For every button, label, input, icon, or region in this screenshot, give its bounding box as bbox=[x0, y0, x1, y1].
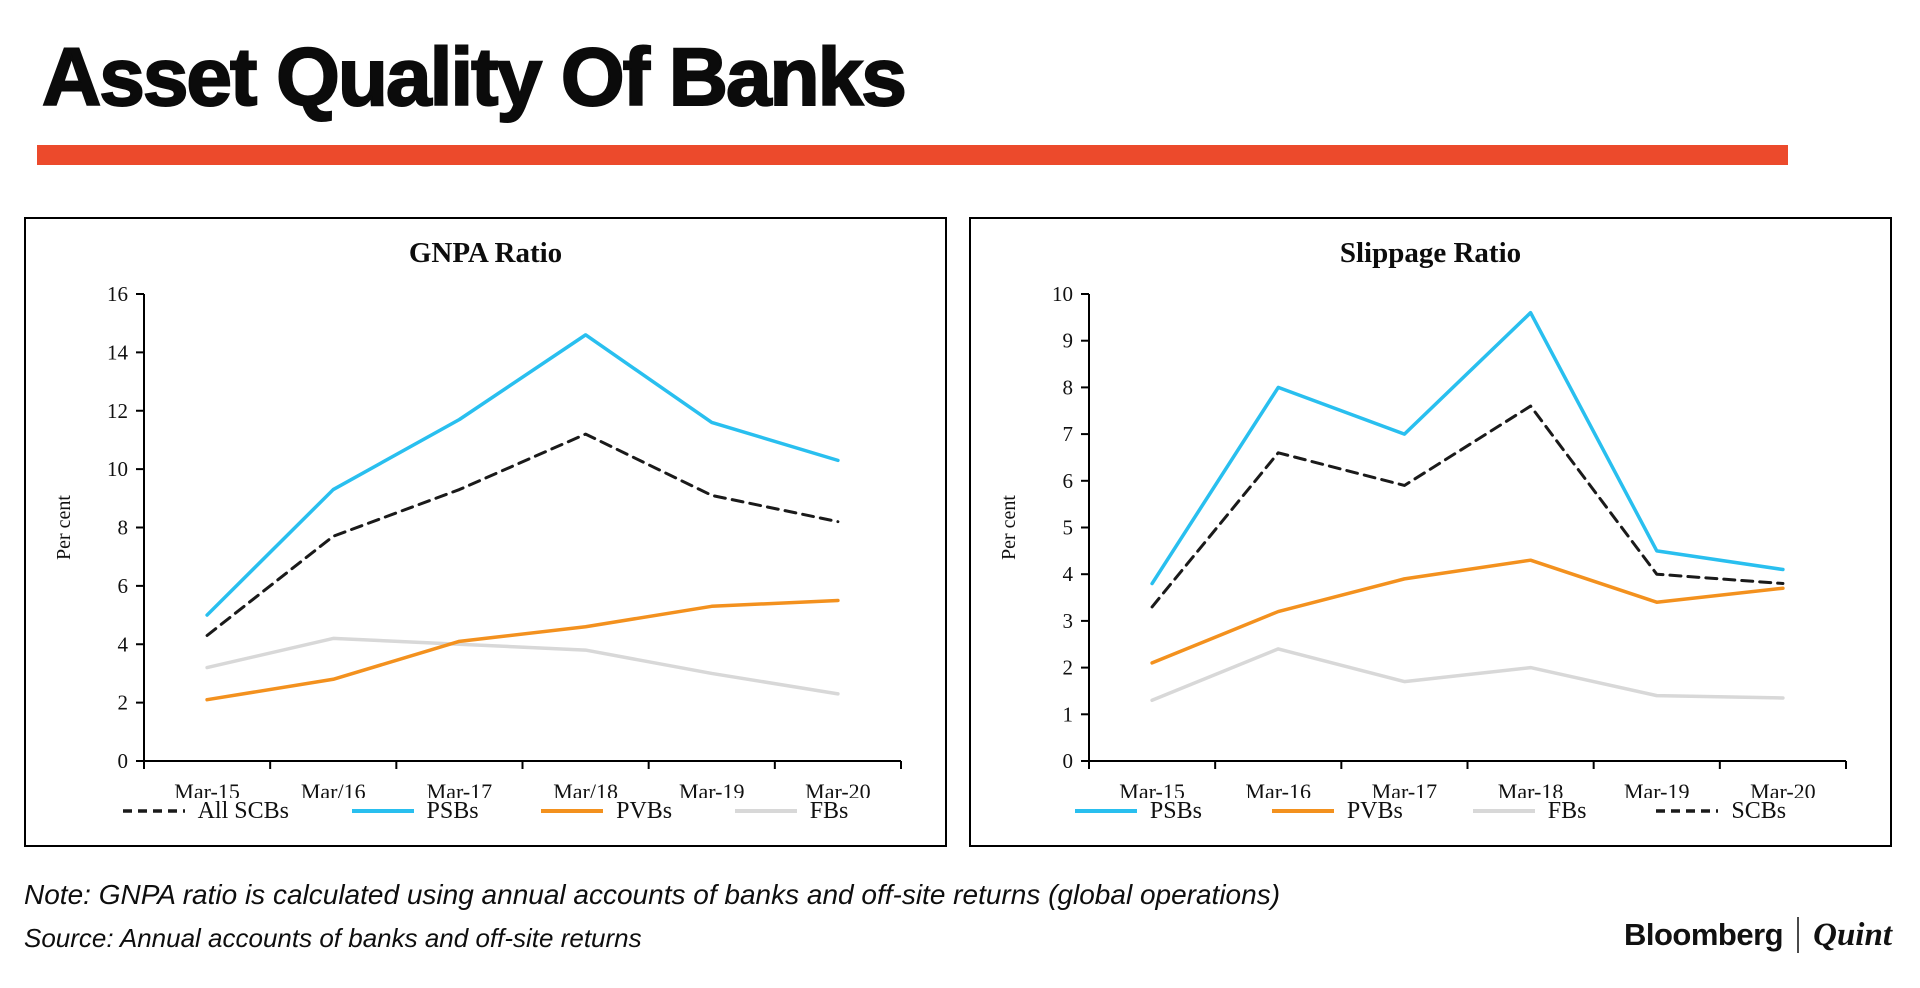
svg-text:Mar-18: Mar-18 bbox=[1498, 779, 1564, 798]
legend-item-pvbs: PVBs bbox=[541, 798, 672, 825]
svg-text:2: 2 bbox=[118, 690, 129, 714]
svg-text:6: 6 bbox=[1063, 468, 1074, 492]
legend-swatch bbox=[122, 809, 185, 813]
svg-text:Mar-16: Mar-16 bbox=[1245, 779, 1311, 798]
series-line-fbs bbox=[205, 636, 840, 696]
legend-label: All SCBs bbox=[197, 797, 289, 824]
legend-label: PSBs bbox=[1149, 797, 1202, 824]
svg-text:14: 14 bbox=[107, 340, 129, 364]
series-line-fbs bbox=[1150, 646, 1785, 702]
series-line-psbs bbox=[1150, 310, 1785, 585]
svg-text:0: 0 bbox=[118, 749, 129, 773]
svg-text:12: 12 bbox=[107, 398, 128, 422]
svg-text:10: 10 bbox=[107, 457, 128, 481]
svg-text:Mar-15: Mar-15 bbox=[1119, 779, 1185, 798]
svg-text:4: 4 bbox=[118, 632, 129, 656]
legend-swatch bbox=[1656, 809, 1719, 813]
svg-text:1: 1 bbox=[1063, 702, 1074, 726]
legend-swatch bbox=[1074, 809, 1137, 814]
slippage-ratio-legend: PSBs PVBs FBs SCBs bbox=[971, 798, 1890, 845]
footer: Note: GNPA ratio is calculated using ann… bbox=[24, 879, 1892, 954]
svg-text:6: 6 bbox=[118, 573, 129, 597]
svg-text:Per cent: Per cent bbox=[53, 494, 75, 559]
svg-text:8: 8 bbox=[118, 515, 129, 539]
svg-text:Mar-15: Mar-15 bbox=[174, 779, 240, 798]
chart-title-gnpa: GNPA Ratio bbox=[408, 236, 563, 269]
series-line-pvbs bbox=[1150, 557, 1785, 665]
gnpa-ratio-chart-svg: 0 2 4 6 8 10 12 14 16 Mar-15 Mar/16 Mar-17 Mar/18 Mar… bbox=[53, 282, 902, 798]
gnpa-ratio-legend: All SCBs PSBs PVBs FBs bbox=[26, 798, 945, 845]
svg-text:3: 3 bbox=[1063, 608, 1074, 632]
quint-logo: Quint bbox=[1813, 916, 1892, 953]
svg-text:Mar-17: Mar-17 bbox=[427, 779, 493, 798]
note-text: Note: GNPA ratio is calculated using ann… bbox=[24, 878, 1281, 910]
legend-label: PSBs bbox=[426, 797, 479, 824]
svg-text:5: 5 bbox=[1063, 515, 1074, 539]
slippage-ratio-chart-svg: 0 1 2 3 4 5 6 7 8 9 10 Mar-15 Mar-16 Mar-17 Mar-18 Mar-… bbox=[998, 282, 1847, 798]
svg-text:Mar-20: Mar-20 bbox=[1750, 779, 1816, 798]
legend-item-psbs: PSBs bbox=[1074, 797, 1202, 825]
svg-text:16: 16 bbox=[107, 282, 128, 306]
legend-label: SCBs bbox=[1731, 797, 1787, 824]
legend-swatch bbox=[1472, 809, 1535, 814]
legend-item-pvbs: PVBs bbox=[1271, 797, 1403, 825]
accent-bar bbox=[37, 144, 1788, 165]
svg-text:7: 7 bbox=[1063, 422, 1074, 446]
legend-item-scbs: SCBs bbox=[1656, 798, 1786, 825]
svg-text:Mar-17: Mar-17 bbox=[1372, 779, 1438, 798]
legend-swatch bbox=[734, 809, 797, 814]
page-title: Asset Quality Of Banks bbox=[41, 32, 908, 123]
source-row: Source: Annual accounts of banks and off… bbox=[24, 917, 1892, 954]
legend-label: FBs bbox=[809, 797, 849, 824]
legend-item-fbs: FBs bbox=[1472, 797, 1587, 825]
svg-text:Mar/16: Mar/16 bbox=[301, 779, 366, 798]
legend-label: PVBs bbox=[616, 797, 673, 824]
legend-swatch bbox=[351, 809, 414, 814]
svg-text:Per cent: Per cent bbox=[998, 494, 1020, 559]
brand-divider-bar bbox=[1797, 917, 1800, 954]
svg-text:Mar-20: Mar-20 bbox=[805, 779, 871, 798]
series-line-all-scbs bbox=[205, 432, 840, 637]
legend-item-all-scbs: All SCBs bbox=[122, 797, 289, 825]
svg-text:8: 8 bbox=[1063, 375, 1074, 399]
slippage-ratio-chart: 0 1 2 3 4 5 6 7 8 9 10 Mar-15 Mar-16 Mar-17 Mar-18 Mar-… bbox=[971, 270, 1890, 798]
legend-item-psbs: PSBs bbox=[351, 797, 479, 825]
legend-swatch bbox=[1271, 809, 1334, 814]
brand-logo: Bloomberg Quint bbox=[1624, 917, 1892, 954]
legend-label: PVBs bbox=[1346, 797, 1403, 824]
chart-title-slippage: Slippage Ratio bbox=[1339, 236, 1522, 269]
chart-panel-slippage-ratio: Slippage Ratio 0 1 2 3 4 5 6 7 8 9 10 Mar-15 Mar-16 M… bbox=[969, 216, 1892, 847]
bloomberg-logo: Bloomberg bbox=[1624, 917, 1784, 953]
legend-item-fbs: FBs bbox=[734, 797, 849, 825]
svg-text:9: 9 bbox=[1063, 328, 1074, 352]
svg-text:2: 2 bbox=[1063, 655, 1074, 679]
svg-text:4: 4 bbox=[1063, 562, 1074, 586]
legend-label: FBs bbox=[1547, 797, 1587, 824]
series-line-scbs bbox=[1150, 404, 1785, 608]
svg-text:10: 10 bbox=[1052, 282, 1073, 306]
svg-text:Mar-19: Mar-19 bbox=[1624, 779, 1690, 798]
svg-text:Mar-19: Mar-19 bbox=[679, 779, 745, 798]
svg-text:Mar/18: Mar/18 bbox=[553, 779, 618, 798]
series-line-psbs bbox=[205, 332, 840, 617]
header: Asset Quality Of Banks bbox=[0, 0, 1920, 123]
source-text: Source: Annual accounts of banks and off… bbox=[24, 922, 642, 953]
charts-row: GNPA Ratio 0 2 4 6 8 10 12 14 16 Mar-15 Mar/16 Mar-… bbox=[24, 216, 1892, 847]
gnpa-ratio-chart: 0 2 4 6 8 10 12 14 16 Mar-15 Mar/16 Mar-17 Mar/18 Mar… bbox=[26, 270, 945, 798]
svg-text:0: 0 bbox=[1063, 749, 1074, 773]
series-line-pvbs bbox=[205, 598, 840, 702]
chart-panel-gnpa-ratio: GNPA Ratio 0 2 4 6 8 10 12 14 16 Mar-15 Mar/16 Mar-… bbox=[24, 216, 947, 847]
legend-swatch bbox=[541, 809, 604, 814]
